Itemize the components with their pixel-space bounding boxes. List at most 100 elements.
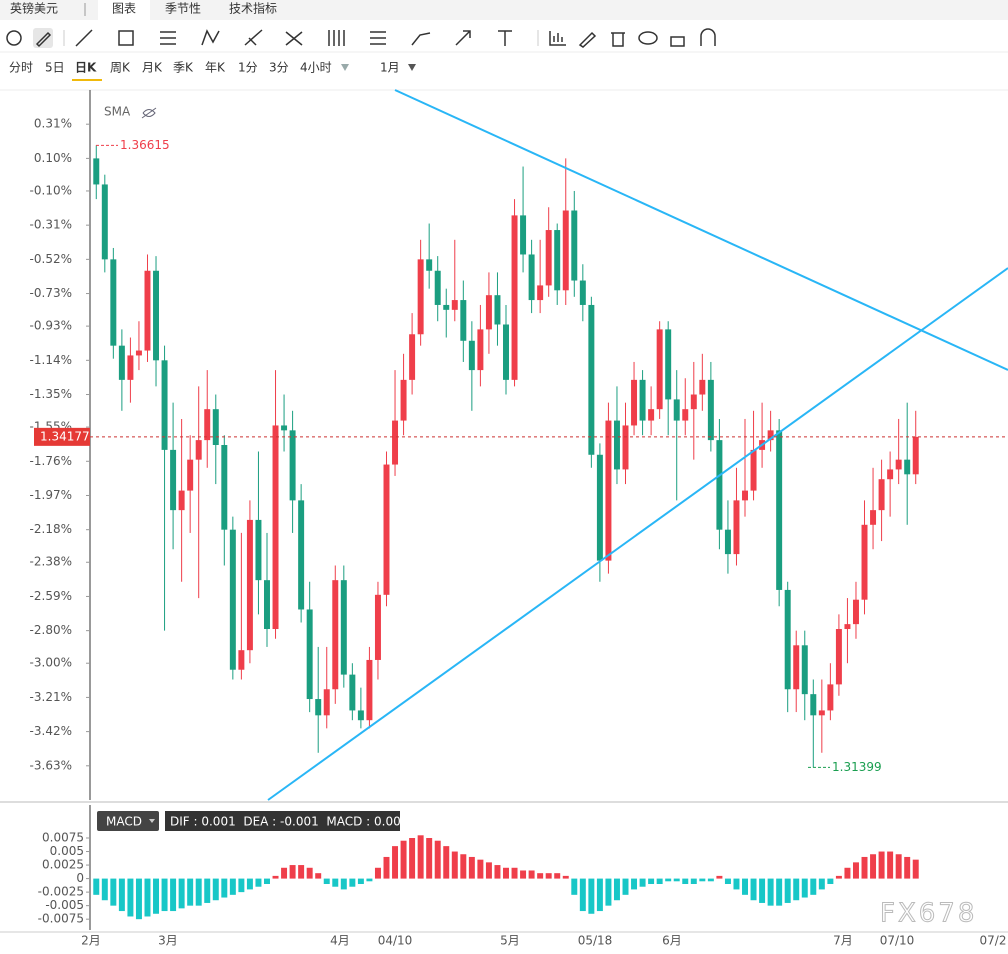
y-tick-label: -1.97% [30,488,72,502]
tool-icon[interactable] [285,31,303,46]
macd-bar [511,867,518,879]
candle-body [264,580,270,630]
timeframe[interactable]: 年K [205,61,226,75]
candle-body [144,270,151,351]
candle-body [485,295,492,330]
candle-body [110,259,117,346]
macd-bar [357,878,364,885]
candle-body [187,459,194,491]
timeframe[interactable]: 4小时 [300,61,332,75]
visibility-icon[interactable] [141,107,157,119]
macd-tick-label: -0.0075 [38,912,84,926]
macd-bar [656,878,663,885]
last-price-label: 1.34177 [40,429,90,443]
candle-body [434,270,441,305]
tool-icon[interactable] [328,30,345,46]
tab[interactable]: 技术指标 [229,1,277,16]
candle-body [810,694,817,716]
tool-icon[interactable] [700,28,716,46]
macd-stats-box [165,811,400,831]
y-tick-label: -3.21% [30,690,72,704]
candle-body [835,629,842,685]
candle-body [229,529,236,670]
y-tick-label: 0.31% [34,117,72,131]
timeframe[interactable]: 1分 [238,61,258,75]
candle-body [852,599,859,625]
y-tick-label: -2.80% [30,623,72,637]
macd-bar [835,875,842,879]
candle-body [648,409,655,421]
macd-bar [878,851,885,879]
candle-body [93,158,100,185]
macd-bar [144,878,151,917]
candle-body [579,280,586,305]
candle-body [742,490,748,501]
tool-icon[interactable] [201,29,220,46]
tool-icon[interactable] [455,30,471,46]
timeframe[interactable]: 日K [75,61,97,75]
macd-bar [895,854,902,879]
macd-bar [127,878,134,917]
macd-bar [562,875,569,879]
candle-body [315,699,322,716]
tool-icon[interactable] [611,32,625,47]
tool-icon[interactable] [498,30,512,46]
candle-body [656,329,663,410]
macd-bar [733,878,740,890]
y-tick-label: -3.42% [30,724,72,738]
candle-body [554,230,561,291]
macd-bar [571,878,578,895]
timeframe[interactable]: 分时 [9,61,33,75]
macd-bar [383,856,390,879]
macd-bar [161,878,168,912]
macd-tick-label: 0.0025 [42,858,84,872]
dropdown-arrow[interactable] [408,64,416,71]
timeframe[interactable]: 1月 [380,61,400,75]
macd-tick-label: 0.0075 [42,831,84,845]
tool-icon[interactable] [370,31,386,45]
tab[interactable]: 季节性 [165,2,201,16]
indicator-label: SMA [104,105,131,119]
timeframe[interactable]: 季K [173,61,194,75]
candle-body [639,379,646,421]
timeframe[interactable]: 月K [142,61,163,75]
macd-tick-label: -0.005 [45,898,84,912]
candle-body [904,459,911,475]
macd-selector[interactable] [97,811,159,831]
candle-body [298,500,305,610]
candle-body [665,329,672,400]
tool-icon[interactable] [549,31,566,46]
tool-icon[interactable] [638,31,658,45]
tab[interactable]: 图表 [112,2,136,16]
candle-body [801,645,808,695]
candle-body [153,270,160,361]
candle-body [784,589,791,690]
candle-body [400,379,407,421]
macd-bar [545,873,552,879]
timeframe[interactable]: 5日 [45,61,65,75]
candle-body [818,710,825,716]
candle-body [537,285,544,301]
tab[interactable]: 英镑美元 [10,1,58,16]
macd-bar [631,878,638,890]
dropdown-arrow[interactable] [149,819,155,823]
tool-icon[interactable] [244,29,263,46]
macd-bar [212,878,219,901]
macd-bar [264,878,270,885]
tool-icon[interactable] [411,32,431,46]
tool-icon[interactable] [75,29,93,47]
x-tick-label: 7月 [833,934,853,948]
dropdown-arrow[interactable] [341,64,349,71]
tool-icon[interactable] [35,31,52,48]
timeframe[interactable]: 3分 [269,61,289,75]
tool-icon[interactable] [118,30,134,46]
tool-icon[interactable] [160,31,176,45]
tool-icon[interactable] [578,31,597,48]
candle-body [127,355,134,380]
macd-bar [887,851,894,879]
tool-icon[interactable] [670,36,685,47]
macd-bar [374,867,381,879]
timeframe[interactable]: 周K [110,61,131,75]
tool-icon[interactable] [6,30,22,46]
